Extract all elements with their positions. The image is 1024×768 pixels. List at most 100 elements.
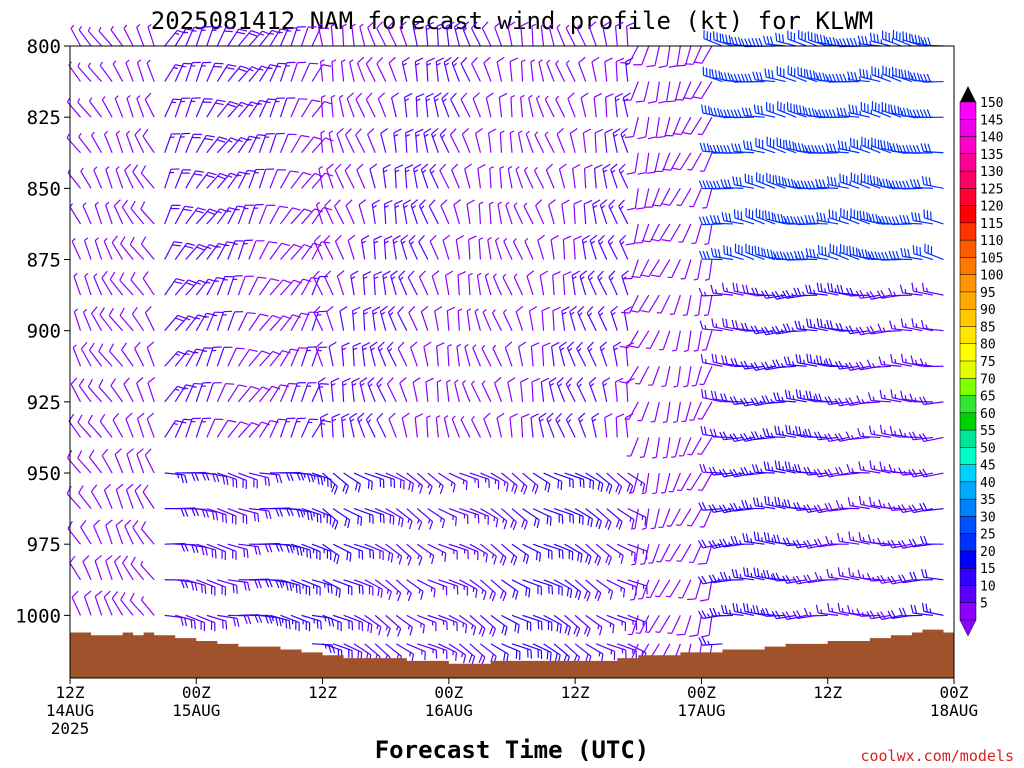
wind-barb — [719, 144, 744, 154]
wind-barb — [383, 235, 393, 260]
wind-barb — [300, 382, 317, 403]
wind-barb — [248, 168, 265, 189]
wind-barb — [515, 166, 524, 189]
wind-barb — [606, 579, 626, 598]
wind-barb — [174, 205, 194, 225]
wind-barb — [113, 199, 124, 225]
wind-barb — [480, 472, 500, 490]
wind-barb — [648, 543, 660, 564]
wind-barb — [415, 93, 425, 118]
wind-barb — [827, 602, 849, 616]
wind-barb — [651, 259, 671, 278]
colorbar-label: 120 — [980, 200, 1003, 215]
wind-barb — [99, 413, 113, 438]
wind-barb — [861, 136, 881, 154]
wind-barb — [845, 431, 870, 440]
wind-barb — [431, 127, 439, 153]
wind-barb — [481, 344, 492, 367]
wind-barb — [604, 413, 613, 438]
wind-barb — [351, 377, 360, 402]
credit-link[interactable]: coolwx.com/models — [860, 747, 1014, 765]
wind-barb — [112, 60, 124, 82]
wind-barb — [528, 94, 534, 118]
wind-barb — [734, 243, 755, 261]
wind-barb — [797, 66, 818, 83]
colorbar-label: 5 — [980, 597, 988, 612]
wind-barb — [680, 259, 692, 280]
wind-barb — [740, 322, 765, 332]
wind-barb — [445, 21, 455, 47]
wind-barb — [386, 21, 397, 47]
wind-barb — [741, 500, 765, 510]
wind-barb — [687, 579, 703, 601]
wind-barb — [666, 508, 681, 527]
wind-barb — [103, 130, 113, 153]
wind-barb — [786, 102, 807, 118]
wind-barb — [532, 543, 553, 560]
wind-barb — [597, 306, 608, 331]
wind-barb — [227, 508, 248, 525]
wind-barb — [840, 243, 860, 261]
wind-barb — [351, 23, 356, 47]
wind-barb — [787, 65, 807, 83]
wind-barb — [627, 615, 639, 636]
wind-barb — [520, 377, 529, 402]
wind-barb — [692, 81, 713, 100]
wind-barb — [258, 168, 275, 189]
wind-barb — [423, 128, 432, 153]
wind-barb — [140, 595, 155, 616]
wind-barb — [82, 308, 92, 331]
wind-barb — [745, 207, 765, 225]
wind-barb — [394, 199, 403, 224]
wind-barb — [367, 377, 376, 403]
wind-barb — [125, 412, 134, 438]
wind-barb — [539, 270, 548, 296]
wind-barb — [290, 171, 312, 189]
colorbar-label: 135 — [980, 148, 1003, 163]
wind-barb — [656, 543, 671, 563]
wind-barb — [771, 610, 797, 620]
wind-barb — [146, 341, 155, 367]
wind-barb — [837, 140, 860, 154]
colorbar-label: 20 — [980, 545, 996, 560]
wind-barb — [661, 366, 671, 388]
wind-barb — [839, 173, 860, 189]
wind-barb — [668, 472, 681, 493]
wind-barb — [105, 166, 113, 189]
wind-barb — [112, 413, 124, 438]
wind-barb — [641, 508, 650, 530]
wind-barb — [483, 56, 492, 82]
wind-barb — [412, 377, 421, 402]
wind-barb — [248, 472, 271, 487]
wind-barb — [405, 128, 414, 153]
wind-barb — [699, 320, 723, 332]
wind-barb — [469, 472, 490, 488]
wind-barb — [279, 97, 296, 118]
wind-barb — [752, 497, 776, 510]
wind-barb — [659, 330, 671, 351]
wind-barb — [279, 207, 301, 225]
wind-barb — [388, 56, 397, 82]
wind-barb — [227, 28, 248, 47]
wind-barb — [480, 508, 499, 528]
wind-barb — [859, 68, 881, 83]
wind-barb — [399, 377, 408, 403]
wind-barb — [359, 377, 368, 402]
wind-barb — [72, 344, 82, 367]
wind-barb — [890, 389, 913, 403]
wind-barb — [857, 428, 881, 439]
wind-barb — [836, 107, 860, 118]
wind-barb — [110, 378, 124, 403]
wind-barb — [196, 614, 216, 632]
wind-barb — [326, 163, 334, 189]
wind-barb — [712, 31, 734, 47]
wind-barb — [834, 360, 860, 370]
wind-barb — [206, 472, 229, 486]
wind-barb — [787, 30, 807, 47]
wind-barb — [195, 26, 212, 47]
wind-barb — [525, 130, 534, 153]
wind-barb — [658, 81, 671, 104]
wind-barb — [185, 579, 207, 594]
wind-barb — [87, 379, 103, 403]
wind-barb — [605, 93, 614, 118]
